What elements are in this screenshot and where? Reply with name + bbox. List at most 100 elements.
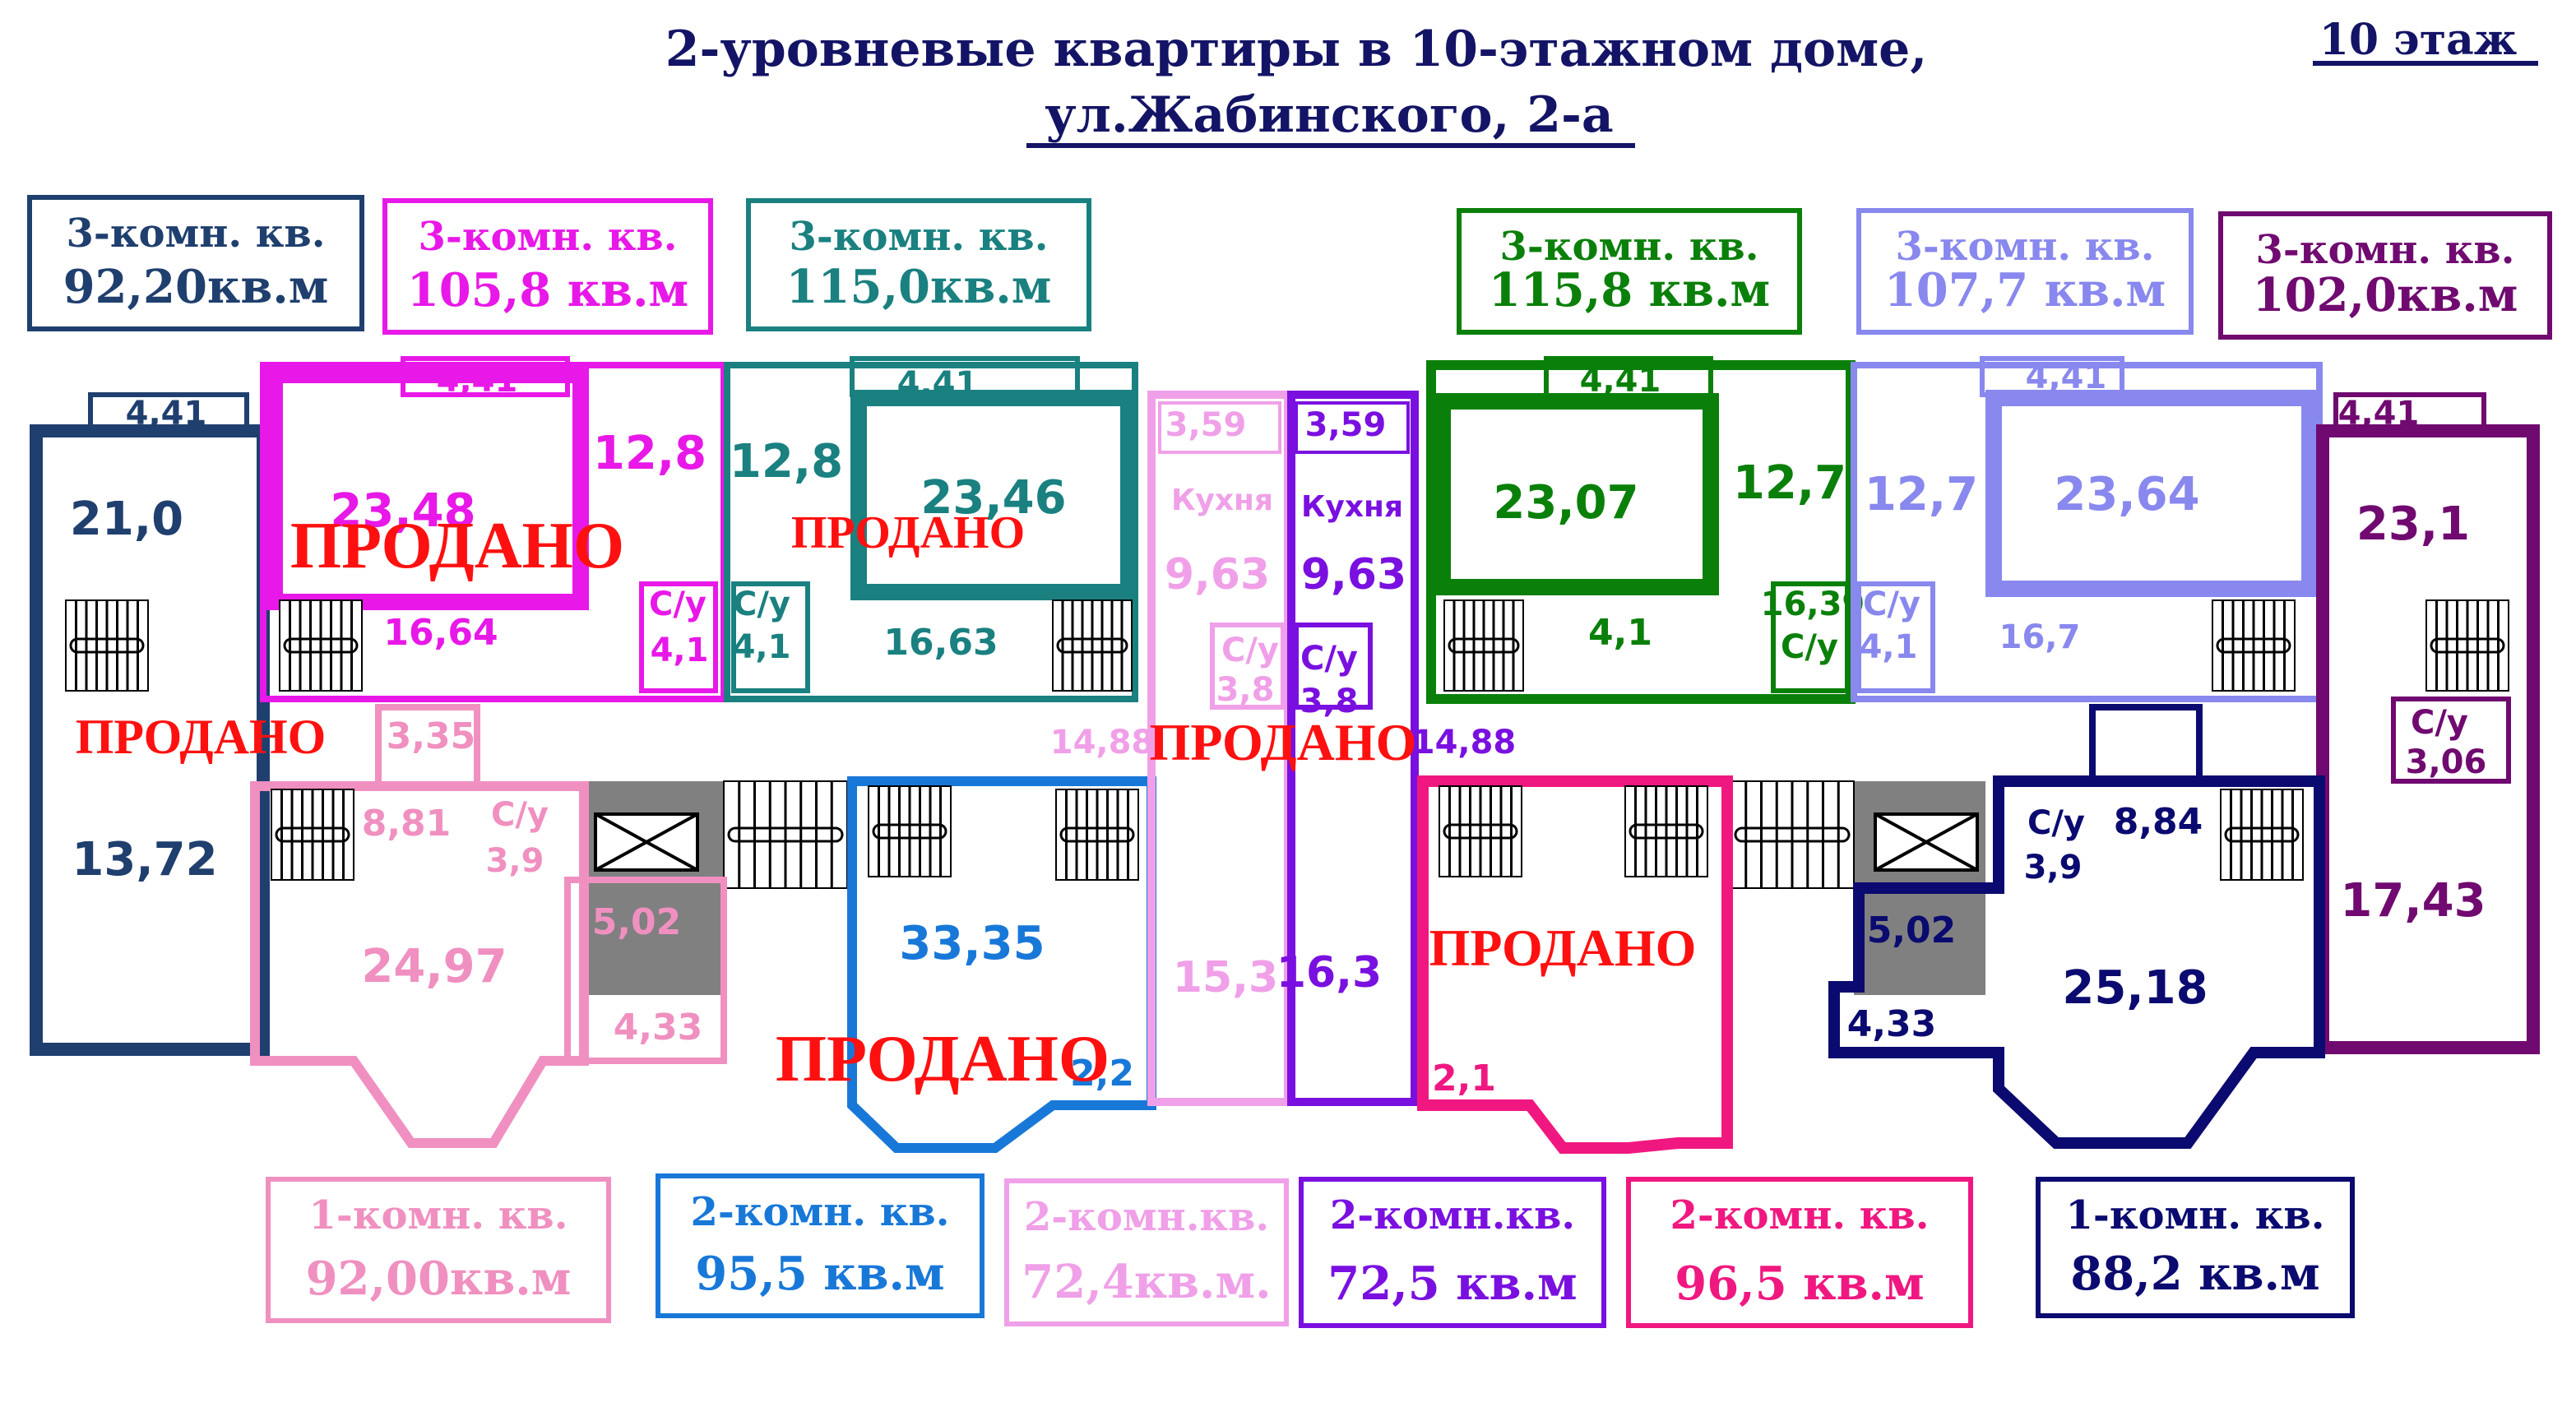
room-label: 14,88 [1412, 724, 1517, 761]
room-label: 16,7 [1999, 618, 2081, 656]
apartment-G[interactable]: 4,41 12,7 23,64 С/у 4,1 16,7 [1851, 356, 2323, 702]
apartment-label-box[interactable]: 2-комн.кв. 72,4кв.м. [1004, 1178, 1289, 1326]
wall [2333, 392, 2486, 437]
stair-icon [279, 599, 363, 692]
room-label: 23,46 [920, 471, 1066, 525]
apartment-label-box[interactable]: 3-комн. кв.102,0кв.м [2218, 211, 2552, 340]
apartment-type: 1-комн. кв. [309, 1192, 568, 1238]
apartment-H[interactable]: 4,41 23,1 С/у3,06 17,43 [2316, 392, 2540, 1054]
room-label: 25,18 [2062, 961, 2208, 1015]
apartment-type: 3-комн. кв. [790, 214, 1049, 260]
room-label: 16,63 [883, 622, 998, 664]
apartment-type: 3-комн. кв. [2256, 227, 2515, 273]
apartment-type: 2-комн.кв. [1024, 1194, 1269, 1240]
room-label: 14,88 [1050, 724, 1155, 761]
apartment-label-box[interactable]: 3-комн. кв.115,8 кв.м [1457, 208, 1802, 335]
room-label: 33,35 [899, 917, 1045, 970]
apartment-F[interactable]: 4,41 23,07 12,7 16,39 С/у 4,1 [1426, 356, 1865, 704]
room-label: 12,8 [593, 427, 707, 480]
apartment-C[interactable]: 4,41 12,8 23,46 С/у 4,1 16,63 [724, 356, 1138, 702]
wall [266, 367, 589, 610]
room-label: 3,59 [1165, 406, 1247, 444]
stair-icon [2212, 599, 2296, 692]
room-label: 9,63 [1165, 550, 1270, 599]
apartment-type: 3-комн. кв. [1500, 224, 1759, 270]
apartment-label-box[interactable]: 3-комн. кв.115,0кв.м [746, 198, 1091, 331]
wall [1980, 356, 2124, 397]
room-label: 23,1 [2356, 498, 2470, 551]
apartment-A[interactable]: 4,41 21,0 13,72 [30, 392, 270, 1056]
room-label: 4,1 [1860, 628, 1918, 666]
apartment-area: 92,00кв.м [306, 1252, 572, 1306]
apartment-K[interactable]: 2,1 [1417, 775, 1733, 1154]
stair-icon [1052, 599, 1133, 692]
wall [1771, 581, 1850, 693]
room-label: 5,02 [592, 901, 682, 943]
room-label: 4,33 [614, 1007, 703, 1048]
room-label: 8,81 [362, 803, 452, 845]
apartment-label-box[interactable]: 2-комн. кв. 96,5 кв.м [1626, 1177, 1973, 1328]
apartment-label-box[interactable]: 1-комн. кв. 88,2 кв.м [2036, 1177, 2355, 1318]
page-title-line2: ул.Жабинского, 2-а [1045, 86, 1614, 144]
apartment-L[interactable]: С/у 3,9 8,84 5,02 4,33 25,18 [1828, 704, 2325, 1149]
apartment-label-box[interactable]: 2-комн.кв. 72,5 кв.м [1299, 1177, 1606, 1328]
apartment-type: 2-комн. кв. [1670, 1192, 1930, 1238]
apartment-E[interactable]: 3,59 Кухня 9,63 С/у 3,8 14,88 16,3 [1276, 391, 1517, 1106]
apartment-I[interactable]: 3,35 8,81 С/у 3,9 24,97 5,02 4,33 [250, 704, 727, 1148]
apartment-area: 115,0кв.м [786, 260, 1052, 314]
room-label: 4,1 [1588, 612, 1652, 654]
elevator-icon [594, 812, 699, 872]
wall [564, 877, 727, 1064]
room-label: 16,39 [1761, 586, 1865, 623]
room-label: 12,7 [1733, 456, 1846, 510]
stair-icon [1443, 599, 1524, 692]
wall [401, 356, 570, 397]
title-underline [1026, 143, 1635, 148]
stair-icon [1055, 789, 1139, 881]
floor-label: 10 этаж [2319, 15, 2518, 65]
apartment-area: 102,0кв.м [2253, 268, 2518, 322]
stair-icon [723, 780, 848, 889]
room-label: 3,9 [486, 842, 544, 880]
apartment-label-box[interactable]: 1-комн. кв. 92,00кв.м [266, 1177, 611, 1323]
room-label: 4,33 [1847, 1003, 1937, 1045]
room-label: 4,1 [733, 628, 791, 666]
wall [639, 581, 718, 693]
apartment-area: 105,8 кв.м [407, 263, 688, 317]
wall [1828, 775, 2325, 1149]
room-label: С/у [733, 586, 790, 623]
room-label: С/у [1863, 586, 1920, 623]
apartment-area: 72,4кв.м. [1022, 1255, 1271, 1309]
room-label: С/у [1221, 632, 1279, 669]
stair-icon [1730, 780, 1855, 889]
wall [850, 390, 1137, 600]
room-label: 21,0 [70, 493, 183, 546]
apartment-area: 96,5 кв.м [1675, 1257, 1924, 1311]
room-label: Кухня [1171, 484, 1273, 517]
stair-icon [1439, 785, 1522, 877]
apartment-area: 92,20кв.м [63, 260, 329, 314]
room-label: 3,59 [1305, 406, 1387, 444]
room-label: 3,06 [2406, 743, 2487, 781]
apartment-label-box[interactable]: 2-комн. кв. 95,5 кв.м [656, 1173, 985, 1318]
apartment-label-box[interactable]: 3-комн. кв.92,20кв.м [27, 195, 364, 331]
apartment-D[interactable]: 3,59 Кухня 9,63 С/у3,8 14,88 15,3 [1050, 391, 1292, 1106]
room-label: 23,64 [2054, 468, 2199, 521]
room-label: 16,64 [383, 612, 498, 654]
room-label: 16,3 [1276, 948, 1382, 997]
sold-label: ПРОДАНО [76, 710, 327, 764]
stair-icon [2425, 599, 2509, 692]
room-label: С/у [649, 586, 707, 623]
apartment-label-box[interactable]: 3-комн. кв.107,7 кв.м [1856, 208, 2194, 335]
sold-label: ПРОДАНО [1150, 713, 1417, 771]
apartment-type: 2-комн.кв. [1330, 1192, 1575, 1238]
room-label: 3,9 [2024, 849, 2083, 886]
stair-icon [271, 789, 354, 881]
wall [2089, 704, 2203, 785]
room-label: 12,8 [730, 435, 843, 488]
room-label: 24,97 [361, 940, 507, 993]
apartment-B[interactable]: 4,41 23,48 12,8 16,64 С/у 4,1 [260, 356, 727, 702]
room-label: 17,43 [2340, 874, 2486, 928]
apartment-label-box[interactable]: 3-комн. кв.105,8 кв.м [382, 198, 713, 335]
